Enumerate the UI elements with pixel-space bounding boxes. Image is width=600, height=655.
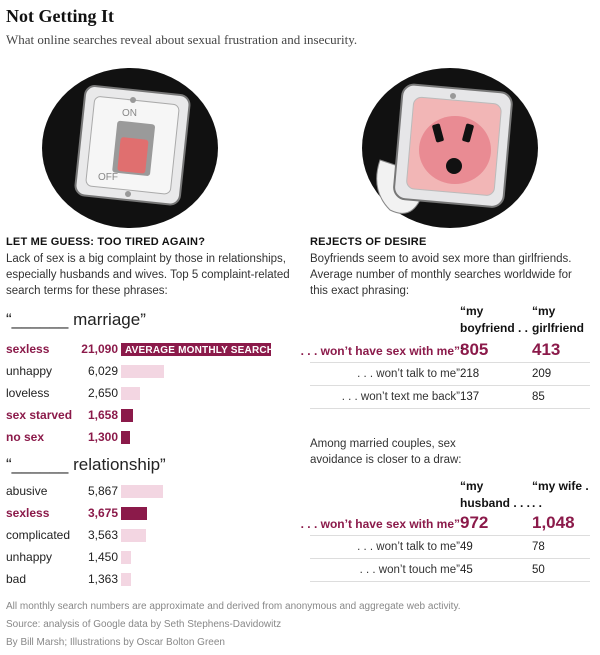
light-switch-illustration: ON OFF [42,68,218,228]
marriage-phrase: “______ marriage” [6,310,146,329]
col-head-girlfriend: “my girlfriend [532,304,585,335]
sad-outlet-illustration [362,68,538,228]
bar [121,551,132,564]
table-phrase: . . . won’t have sex with me” [300,344,460,358]
bar [121,485,163,498]
table-value: 45 [460,564,473,576]
col-head-boyfriend: “my boyfriend . . . [460,304,529,352]
col-head-wife: “my wife . . . [532,479,589,510]
table-phrase: . . . won’t talk to me” [357,368,460,380]
married-description: Among married couples, sex avoidance is … [310,438,462,466]
right-description: Boyfriends seem to avoid sex more than g… [310,253,572,297]
table-phrase: . . . won’t talk to me” [357,541,460,553]
table-phrase: . . . won’t text me back” [341,391,460,403]
bar-row: loveless 2,650 [6,382,296,404]
bar-category-label: complicated [6,528,71,542]
bar-value-label: 1,300 [87,430,118,444]
bar-value-label: 3,675 [87,506,118,520]
bar-row: unhappy 1,450 [6,546,296,568]
bar-value-label: 21,090 [81,342,118,356]
bar [121,573,131,586]
col-head-husband: “my husband . . . [460,479,531,510]
bar-row: sexless 21,090 AVERAGE MONTHLY SEARCHES [6,338,296,360]
bar [121,431,131,444]
bar [121,365,164,378]
switch-off-text: OFF [98,172,118,183]
table-value: 49 [460,541,473,553]
bar [121,343,271,356]
table-row: . . . won’t talk to me” 49 78 [310,536,590,559]
table-row: . . . won’t have sex with me” 805 413 [301,340,590,363]
table-value: 805 [460,340,489,359]
bar-row: no sex 1,300 [6,426,296,448]
bar-category-label: bad [6,572,27,586]
table-value: 972 [460,513,489,532]
table-phrase: . . . won’t touch me” [359,564,460,576]
bar [121,409,133,422]
table-phrase: . . . won’t have sex with me” [300,517,460,531]
table-value: 137 [460,391,480,403]
bar-row: sexless 3,675 [6,502,296,524]
left-description: Lack of sex is a big complaint by those … [6,253,290,297]
relationship-phrase: “______ relationship” [6,455,166,474]
table-value: 413 [532,340,561,359]
table-row: . . . won’t have sex with me” 972 1,048 [301,513,590,536]
bar-value-label: 1,363 [87,572,118,586]
table-row: . . . won’t text me back” 137 85 [310,386,590,409]
bar-row: complicated 3,563 [6,524,296,546]
table-value: 50 [532,564,545,576]
bar-value-label: 1,658 [87,408,118,422]
bar-row: abusive 5,867 [6,480,296,502]
table-value: 209 [532,368,552,380]
bar-category-label: abusive [6,484,48,498]
table-row: . . . won’t touch me” 45 50 [310,559,590,582]
bar-category-label: sex starved [6,408,73,422]
bar-category-label: sexless [6,506,50,520]
bar-value-label: 3,563 [87,528,118,542]
bar [121,529,147,542]
bar-category-label: sexless [6,342,50,356]
table-value: 1,048 [532,513,575,532]
page-title: Not Getting It [6,6,114,26]
bar-value-label: 5,867 [87,484,118,498]
bar [121,507,148,520]
table-value: 218 [460,368,480,380]
footnote-note: All monthly search numbers are approxima… [6,601,461,612]
bar-row: sex starved 1,658 [6,404,296,426]
bar-category-label: unhappy [6,550,53,564]
bar-category-label: no sex [6,430,45,444]
footnote-credit: By Bill Marsh; Illustrations by Oscar Bo… [6,637,225,648]
bar-row: unhappy 6,029 [6,360,296,382]
left-heading: LET ME GUESS: TOO TIRED AGAIN? [6,236,206,248]
table-value: 78 [532,541,545,553]
bar-row: bad 1,363 [6,568,296,590]
bar-category-label: loveless [6,386,50,400]
table-row: . . . won’t talk to me” 218 209 [310,363,590,386]
table-value: 85 [532,391,545,403]
footnote-source: Source: analysis of Google data by Seth … [6,619,282,630]
bar-value-label: 6,029 [87,364,118,378]
right-heading: REJECTS OF DESIRE [310,236,427,248]
bar-value-label: 1,450 [87,550,118,564]
bar-value-label: 2,650 [87,386,118,400]
switch-on-text: ON [122,108,137,119]
bar-category-label: unhappy [6,364,53,378]
page-subtitle: What online searches reveal about sexual… [6,32,358,47]
bar-legend-label: AVERAGE MONTHLY SEARCHES [125,345,288,356]
bar [121,387,140,400]
